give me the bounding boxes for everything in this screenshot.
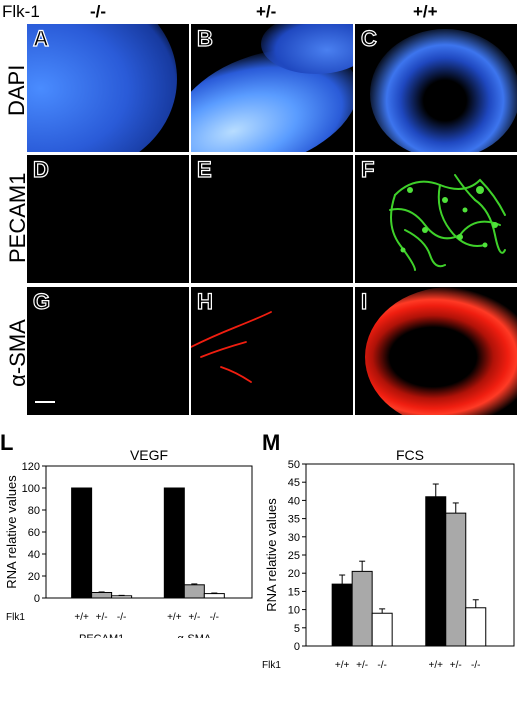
chart-m-bar-sma-0 [425, 496, 447, 647]
chart-l-title: VEGF [130, 447, 168, 463]
panel-letter-i: I [360, 288, 368, 314]
chart-m-genotype-label: +/- [450, 660, 462, 671]
chart-m-genotype-label: -/- [471, 660, 480, 671]
chart-m-bar-sma-2 [465, 607, 487, 647]
chart-m-y-tick-label: 25 [288, 550, 300, 562]
micrograph-panel-b: B [191, 24, 353, 152]
chart-l-y-tick-label: 120 [22, 461, 40, 473]
chart-l-flk1-label: Flk1 [6, 612, 25, 623]
chart-m-bar-pecam1-1 [351, 570, 373, 647]
panel-letter-e: E [196, 156, 212, 182]
chart-m-genotype-label: +/+ [429, 660, 444, 671]
chart-m-bar-sma-1 [445, 512, 467, 647]
genotype-header-wt: +/+ [413, 2, 438, 21]
chart-l-genotype-label: +/+ [167, 612, 182, 623]
chart-l-group-label: α-SMA [177, 633, 212, 638]
chart-l-y-tick-label: 80 [28, 505, 40, 517]
chart-m-y-tick-label: 35 [288, 514, 300, 526]
chart-m-y-tick-label: 30 [288, 532, 300, 544]
chart-l-y-tick-label: 0 [34, 593, 40, 605]
genotype-header-ko: -/- [90, 2, 107, 21]
panel-letter-f: F [360, 156, 375, 182]
chart-m-y-tick-label: 40 [288, 495, 300, 507]
chart-l-genotype-label: -/- [117, 612, 126, 623]
chart-letter-m: M [262, 430, 281, 455]
micrograph-panel-h: H [191, 287, 353, 415]
chart-m-y-tick-label: 45 [288, 477, 300, 489]
chart-l-y-tick-label: 60 [28, 527, 40, 539]
chart-m-bar-pecam1-0 [331, 583, 353, 647]
chart-m-bar-pecam1-2 [371, 612, 393, 647]
chart-l-y-axis-label: RNA relative values [4, 475, 19, 589]
chart-l-group-label: PECAM1 [79, 633, 124, 638]
chart-l-y-tick-label: 100 [22, 483, 40, 495]
chart-l-bar-pecam1-2 [111, 595, 133, 599]
panel-letter-c: C [360, 25, 377, 51]
chart-l-bar-pecam1-1 [91, 592, 113, 599]
panel-letter-h: H [196, 288, 213, 314]
chart-l-y-tick-label: 20 [28, 571, 40, 583]
chart-l-genotype-label: -/- [210, 612, 219, 623]
micrograph-panel-i: I [355, 287, 517, 415]
micrograph-panel-e: E [191, 155, 353, 283]
flk-1-header-label: Flk-1 [2, 2, 40, 21]
chart-l-genotype-label: +/+ [74, 612, 89, 623]
chart-l-bar-sma-0 [163, 487, 185, 599]
chart-m-genotype-label: +/- [356, 660, 368, 671]
panel-letter-g: G [32, 288, 51, 314]
chart-m-y-tick-label: 20 [288, 568, 300, 580]
chart-m-y-axis-label: RNA relative values [264, 498, 279, 612]
micrograph-panel-f: F [355, 155, 517, 283]
chart-l-bar-sma-1 [183, 584, 205, 599]
panel-letter-a: A [32, 25, 49, 51]
bar-chart-vegf: VEGF RNA relative values 0 20 40 60 80 100 120 +/… [4, 447, 253, 638]
chart-m-y-tick-label: 15 [288, 586, 300, 598]
chart-m-flk1-label: Flk1 [262, 660, 281, 671]
genotype-header-het: +/- [256, 2, 277, 21]
chart-m-genotype-label: +/+ [335, 660, 350, 671]
chart-l-genotype-label: +/- [96, 612, 108, 623]
scale-bar [35, 401, 55, 403]
chart-l-bar-sma-2 [203, 593, 225, 599]
micrograph-panel-a: A [27, 24, 189, 152]
micrograph-panel-c: C [355, 24, 517, 152]
micrograph-panel-d: D [27, 155, 189, 283]
panel-letter-b: B [196, 25, 213, 51]
micrograph-panel-g: G [27, 287, 189, 415]
chart-m-y-tick-label: 5 [294, 623, 300, 635]
chart-l-bar-pecam1-0 [71, 487, 93, 599]
chart-m-y-tick-label: 50 [288, 459, 300, 471]
chart-m-y-tick-label: 10 [288, 605, 300, 617]
chart-l-y-tick-label: 40 [28, 549, 40, 561]
chart-l-genotype-label: +/- [188, 612, 200, 623]
chart-m-title: FCS [396, 447, 424, 463]
bar-chart-fcs: FCS RNA relative values 0 5 10 15 20 25 30 35 40 45… [262, 447, 515, 671]
chart-m-y-tick-label: 0 [294, 641, 300, 653]
panel-letter-d: D [32, 156, 49, 182]
chart-m-genotype-label: -/- [377, 660, 386, 671]
chart-letter-l: L [0, 430, 14, 455]
